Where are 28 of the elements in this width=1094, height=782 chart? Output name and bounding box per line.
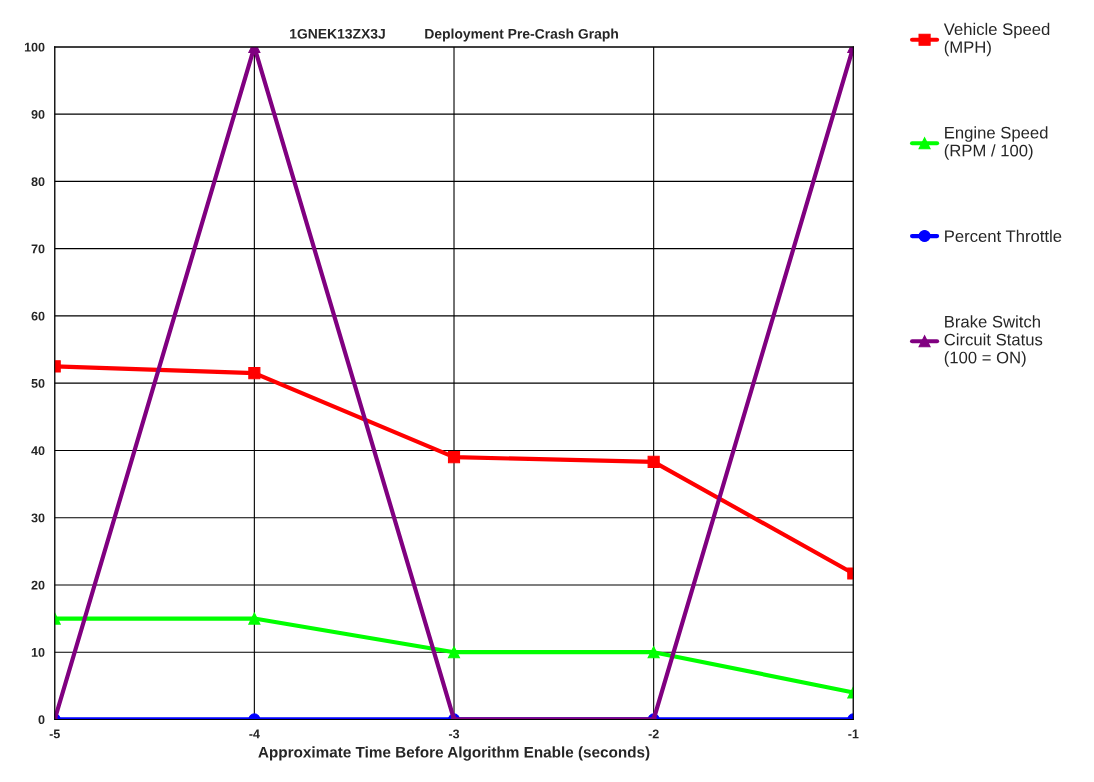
point (447, 646, 461, 659)
legend-label: Vehicle Speed (MPH) (943, 22, 1050, 57)
y-tick-label: 50 (31, 378, 45, 388)
y-tick-label: 10 (31, 647, 45, 657)
y-tick-label: 0 (38, 715, 45, 725)
point (248, 612, 261, 625)
x-tick-label: -4 (249, 729, 260, 739)
x-tick-label: -2 (648, 729, 659, 739)
x-tick-label: -3 (448, 729, 460, 739)
y-tick-label: 30 (31, 513, 45, 523)
point (447, 451, 461, 464)
legend-label: Brake Switch Circuit Status (100 = ON) (944, 315, 1043, 367)
y-tick-label: 80 (31, 177, 45, 187)
y-tick-label: 20 (31, 580, 45, 590)
y-tick-label: 70 (31, 244, 45, 254)
legend-label: Percent Throttle (945, 229, 1062, 243)
x-axis-title: Approximate Time Before Algorithm Enable (seconds) (258, 746, 650, 761)
y-tick-label: 40 (31, 446, 45, 456)
y-tick-label: 90 (31, 109, 45, 119)
y-tick-label: 60 (31, 311, 45, 321)
legend-label: Engine Speed (RPM / 100) (944, 126, 1048, 160)
y-tick-label: 100 (24, 42, 45, 52)
x-tick-label: -1 (848, 729, 859, 739)
chart-title: 1GNEK13ZX3J Deployment Pre-Crash Graph (290, 28, 618, 42)
point (248, 367, 261, 380)
point (647, 455, 660, 468)
x-tick-label: -5 (49, 729, 60, 739)
point (647, 646, 660, 659)
